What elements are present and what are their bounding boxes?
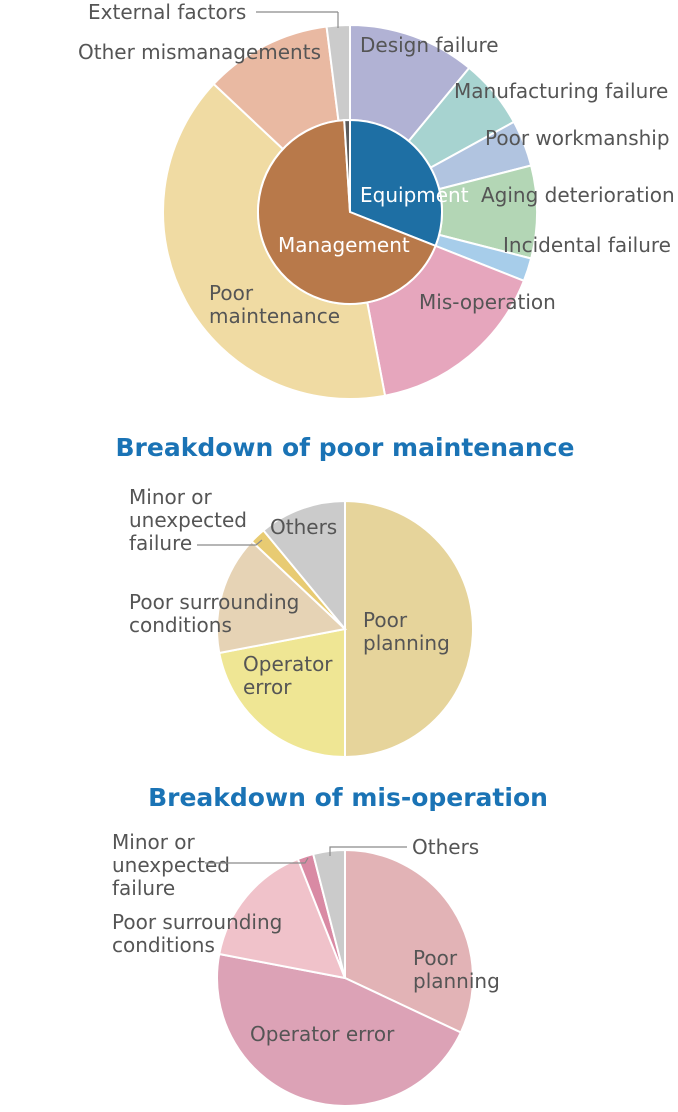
label-external-factors: External factors bbox=[88, 0, 246, 24]
label-design-failure: Design failure bbox=[360, 33, 499, 57]
label-others: Others bbox=[270, 515, 337, 539]
slice-others bbox=[262, 499, 346, 632]
label-poor-planning: Poor planning bbox=[363, 608, 450, 655]
pie-labels: Poor planning Operator error Poor surroun… bbox=[112, 830, 500, 1046]
label-other-mismanagements: Other mismanagements bbox=[78, 40, 321, 64]
mis-operation-pie: Poor planning Operator error Poor surroun… bbox=[112, 830, 500, 1107]
label-minor-or-unexpected-failure: Minor or unexpected failure bbox=[112, 830, 230, 900]
slice-management bbox=[257, 119, 437, 305]
pie-slices bbox=[216, 499, 474, 759]
slice-poor-planning bbox=[344, 848, 474, 1034]
label-poor-maintenance: Poor maintenance bbox=[209, 281, 340, 328]
label-poor-surrounding-conditions: Poor surrounding conditions bbox=[112, 910, 282, 957]
slice-poor-planning bbox=[344, 499, 474, 759]
label-equipment: Equipment bbox=[360, 183, 469, 207]
label-management: Management bbox=[278, 233, 410, 257]
pie-labels: Poor planning Operator error Poor surround… bbox=[129, 485, 450, 699]
leader-line-others bbox=[329, 846, 407, 856]
label-manufacturing-failure: Manufacturing failure bbox=[454, 79, 668, 103]
poor-maintenance-pie: Poor planning Operator error Poor surround… bbox=[129, 485, 474, 759]
slice-operator-error bbox=[218, 627, 346, 759]
label-poor-workmanship: Poor workmanship bbox=[485, 126, 670, 150]
chart-title-mis-operation: Breakdown of mis-operation bbox=[148, 783, 548, 812]
label-aging-deterioration: Aging deterioration bbox=[481, 183, 675, 207]
slice-others bbox=[311, 848, 346, 979]
inner-pie bbox=[257, 118, 443, 305]
leader-line-minor-failure bbox=[197, 539, 263, 546]
slice-poor-surrounding-conditions bbox=[216, 539, 348, 655]
label-operator-error: Operator error bbox=[250, 1022, 395, 1046]
cause-donut-chart: External factors Other mismanagements De… bbox=[78, 0, 675, 400]
label-poor-surrounding-conditions: Poor surrounding conditions bbox=[129, 590, 299, 637]
pie-slices bbox=[216, 848, 474, 1107]
label-mis-operation: Mis-operation bbox=[419, 290, 556, 314]
label-others: Others bbox=[412, 835, 479, 859]
chart-title-poor-maintenance: Breakdown of poor maintenance bbox=[116, 433, 575, 462]
label-incidental-failure: Incidental failure bbox=[503, 233, 671, 257]
slice-equipment bbox=[349, 118, 443, 248]
leader-line-minor-failure bbox=[205, 857, 309, 864]
slice-operator-error bbox=[216, 952, 463, 1107]
donut-labels: External factors Other mismanagements De… bbox=[78, 0, 675, 328]
label-poor-planning: Poor planning bbox=[413, 946, 500, 993]
label-minor-or-unexpected-failure: Minor or unexpected failure bbox=[129, 485, 247, 555]
outer-ring bbox=[162, 23, 538, 400]
label-operator-error: Operator error bbox=[243, 652, 333, 699]
slice-unlabeled bbox=[343, 118, 351, 213]
